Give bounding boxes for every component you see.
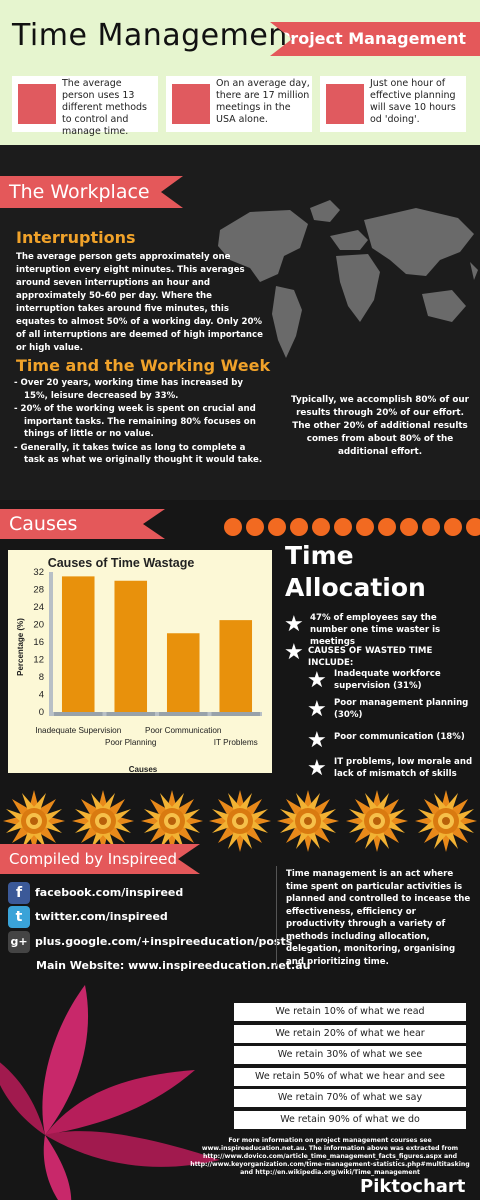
chart-x-axis-label: Causes <box>129 765 158 774</box>
chart-y-tick-label: 28 <box>33 585 44 596</box>
interruptions-heading: Interruptions <box>16 228 136 247</box>
footer-note: For more information on project manageme… <box>190 1137 470 1176</box>
project-management-ribbon: Project Management <box>270 22 480 56</box>
chart-x-tick-segment <box>54 712 103 716</box>
twitter-icon[interactable]: t <box>8 906 30 928</box>
fact-square-icon <box>18 84 56 124</box>
chart-y-axis-line <box>49 572 53 712</box>
chart-bar <box>61 576 95 712</box>
chart-y-tick-label: 24 <box>33 602 44 613</box>
causes-ribbon: Causes <box>0 509 165 539</box>
chart-x-tick-label: Poor Communication <box>145 726 222 735</box>
list-item: - 20% of the working week is spent on cr… <box>14 404 256 439</box>
time-allocation-title: Time Allocation <box>285 540 426 604</box>
working-week-heading: Time and the Working Week <box>16 356 271 375</box>
chart-y-tick-label: 8 <box>39 672 44 683</box>
retention-bar: We retain 30% of what we see <box>234 1046 466 1064</box>
list-item: - Over 20 years, working time has increa… <box>14 378 244 401</box>
list-item: - Generally, it takes twice as long to c… <box>14 442 263 466</box>
chart-y-tick-label: 32 <box>33 567 44 578</box>
main-website-link[interactable]: Main Website: www.inspireeducation.net.a… <box>36 959 311 972</box>
fact-card: The average person uses 13 different met… <box>12 76 158 137</box>
pareto-text: Typically, we accomplish 80% of our resu… <box>291 395 469 457</box>
allocation-sub-item: Poor management planning (30%) <box>334 698 469 720</box>
chart-y-tick-label: 20 <box>33 620 44 631</box>
chart-y-tick-label: 12 <box>33 655 44 666</box>
fact-square-icon <box>326 84 364 124</box>
page-title: Time Management <box>12 18 301 53</box>
chart-y-axis-label: Percentage (%) <box>16 618 25 676</box>
star-icon: ★ <box>307 727 327 752</box>
chart-bar <box>166 633 200 712</box>
chart-x-tick-segment <box>159 712 208 716</box>
dots-decoration-icon <box>224 518 480 536</box>
chart-x-axis-line <box>49 712 262 716</box>
retention-bar: We retain 20% of what we hear <box>234 1025 466 1043</box>
fact-card: On an average day, there are 17 million … <box>166 76 312 132</box>
divider <box>276 866 277 966</box>
chart-x-tick-label: IT Problems <box>214 738 258 747</box>
retention-bar: We retain 70% of what we say <box>234 1089 466 1107</box>
chart-y-tick-label: 0 <box>39 707 44 718</box>
workplace-ribbon: The Workplace <box>0 176 183 208</box>
star-icon: ★ <box>284 611 304 636</box>
causes-bar-chart: Causes of Time Wastage Percentage (%) Ca… <box>16 556 262 774</box>
google-plus-link[interactable]: plus.google.com/+inspireeducation/posts <box>35 935 293 948</box>
allocation-sub-item: Inadequate workforce supervision (31%) <box>334 669 441 691</box>
title-line: Time <box>285 541 354 570</box>
allocation-sub-item: IT problems, low morale and lack of mism… <box>334 757 473 779</box>
working-week-list: - Over 20 years, working time has increa… <box>14 377 266 468</box>
chart-x-tick-segment <box>211 712 260 716</box>
allocation-item: CAUSES OF WASTED TIME INCLUDE: <box>308 646 433 668</box>
chart-x-tick-label: Inadequate Supervision <box>35 726 121 735</box>
facebook-icon[interactable]: f <box>8 882 30 904</box>
fact-square-icon <box>172 84 210 124</box>
chart-y-tick-label: 16 <box>33 637 44 648</box>
compiled-ribbon: Compiled by Inspireed <box>0 844 200 874</box>
allocation-item: 47% of employees say the number one time… <box>310 613 441 647</box>
twitter-link[interactable]: twitter.com/inspireed <box>35 910 168 923</box>
interruptions-text: The average person gets approximately on… <box>16 252 263 353</box>
fact-card: Just one hour of effective planning will… <box>320 76 466 132</box>
title-line: Allocation <box>285 573 426 602</box>
fact-text: The average person uses 13 different met… <box>62 78 148 137</box>
chart-bar <box>219 620 253 712</box>
chart-y-tick-label: 4 <box>39 690 44 701</box>
world-map-icon <box>218 200 478 358</box>
piktochart-logo: Piktochart <box>360 1176 466 1197</box>
star-icon: ★ <box>307 667 327 692</box>
fact-text: Just one hour of effective planning will… <box>370 78 456 125</box>
facebook-link[interactable]: facebook.com/inspireed <box>35 886 184 899</box>
star-icon: ★ <box>284 639 304 664</box>
star-icon: ★ <box>307 696 327 721</box>
allocation-sub-item: Poor communication (18%) <box>334 732 465 742</box>
flower-decoration-icon <box>0 985 220 1200</box>
google-plus-icon[interactable]: g+ <box>8 931 30 953</box>
chart-x-tick-label: Poor Planning <box>105 738 157 747</box>
chart-bar <box>114 580 148 712</box>
retention-bar: We retain 90% of what we do <box>234 1111 466 1129</box>
star-icon: ★ <box>307 755 327 780</box>
retention-bar: We retain 10% of what we read <box>234 1003 466 1021</box>
chart-title: Causes of Time Wastage <box>48 556 195 570</box>
retention-bar: We retain 50% of what we hear and see <box>234 1068 466 1086</box>
fact-text: On an average day, there are 17 million … <box>216 78 310 125</box>
definition-text: Time management is an act where time spe… <box>286 869 471 967</box>
chart-x-tick-segment <box>106 712 155 716</box>
